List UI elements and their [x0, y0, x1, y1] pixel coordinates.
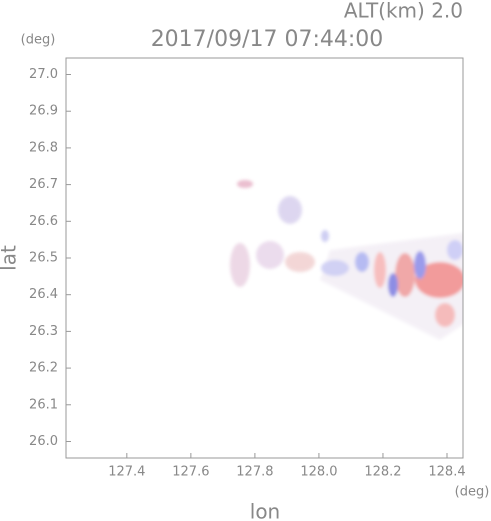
- y-tick-label: 26.1: [29, 397, 58, 412]
- y-tick-label: 26.8: [29, 140, 58, 155]
- x-tick-label: 127.6: [172, 465, 209, 480]
- altitude-label: ALT(km) 2.0: [344, 0, 463, 23]
- x-axis-label: lon: [250, 500, 280, 521]
- y-tick-label: 26.7: [29, 177, 58, 192]
- x-tick-label: 127.4: [108, 465, 145, 480]
- x-tick-label: 128.2: [364, 465, 401, 480]
- radar-field: [230, 180, 463, 340]
- y-tick-label: 26.5: [29, 251, 58, 266]
- x-unit: (deg): [455, 485, 490, 500]
- y-tick-label: 26.0: [29, 434, 58, 449]
- y-tick-label: 26.9: [29, 104, 58, 119]
- y-tick-label: 26.2: [29, 361, 58, 376]
- y-tick-label: 27.0: [29, 67, 58, 82]
- y-tick-label: 26.4: [29, 287, 58, 302]
- x-tick-label: 128.0: [300, 465, 337, 480]
- chart-title: 2017/09/17 07:44:00: [151, 27, 384, 52]
- x-tick-label: 127.8: [236, 465, 273, 480]
- y-tick-label: 26.6: [29, 214, 58, 229]
- y-axis-label: lat: [0, 245, 21, 271]
- x-tick-label: 128.4: [428, 465, 465, 480]
- y-tick-label: 26.3: [29, 324, 58, 339]
- y-unit: (deg): [21, 33, 56, 48]
